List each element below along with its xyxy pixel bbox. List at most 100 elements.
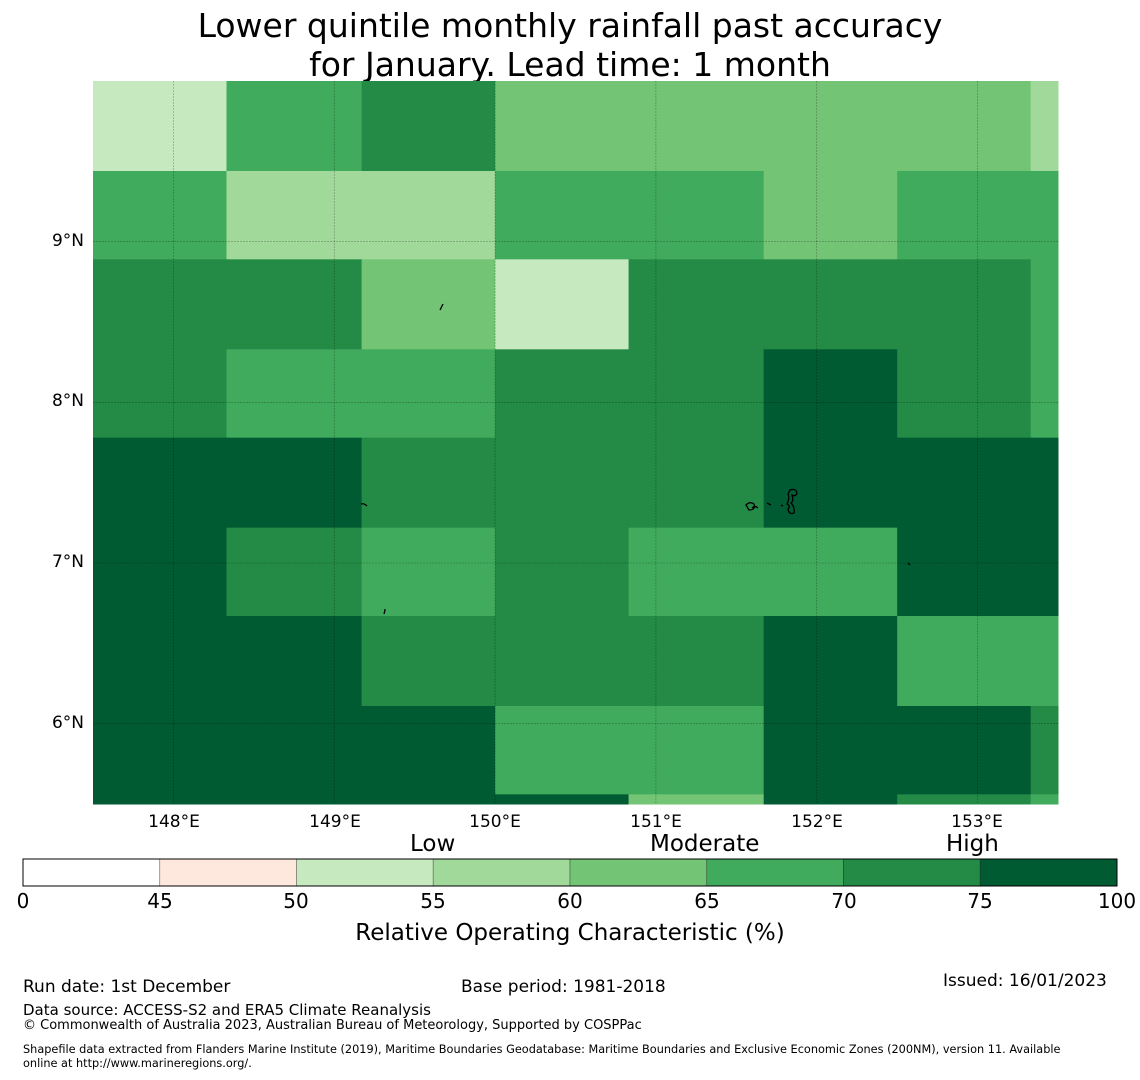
map-grid-cell (495, 259, 630, 350)
data-source: Data source: ACCESS-S2 and ERA5 Climate … (23, 1001, 431, 1019)
map-grid-cell (495, 527, 630, 617)
map-grid-cell (897, 349, 1032, 439)
colorbar-tick-label: 55 (420, 889, 446, 913)
map-grid-cell (93, 259, 227, 350)
map-grid-cell (628, 259, 765, 350)
map-grid-cell (495, 81, 630, 172)
map-grid-cell (1030, 81, 1059, 172)
lon-tick-label: 150°E (469, 812, 521, 832)
colorbar-tick-label: 65 (694, 889, 720, 913)
colorbar-outline (22, 858, 1118, 887)
lon-tick-label: 153°E (951, 812, 1003, 832)
map-grid-cell (1030, 527, 1059, 617)
colorbar-segment (979, 858, 1118, 887)
colorbar-segment (296, 858, 434, 887)
map-grid-cell (763, 705, 898, 795)
map-grid-cell (226, 616, 363, 707)
category-label-low: Low (410, 831, 456, 857)
map-grid-cell (361, 794, 496, 805)
map-grid-cell (361, 81, 496, 172)
issued-date: Issued: 16/01/2023 (943, 971, 1107, 991)
map-grid-cell (93, 705, 227, 795)
map-grid-cell (628, 527, 765, 617)
map-grid-cell (897, 170, 1032, 260)
map-grid-cell (226, 170, 363, 260)
island-outline (439, 303, 444, 311)
map-grid-cell (897, 81, 1032, 172)
lat-tick-label: 7°N (51, 552, 84, 572)
map-grid-cell (628, 170, 765, 260)
island-outline (780, 504, 784, 507)
lon-tick-label: 152°E (791, 812, 843, 832)
map-grid-cell (763, 527, 898, 617)
map-grid-cell (93, 81, 227, 172)
map-grid-cell (628, 81, 765, 172)
map-grid-cell (495, 170, 630, 260)
map-grid-cell (628, 616, 765, 707)
base-period: Base period: 1981-2018 (461, 977, 666, 997)
lat-tick-label: 6°N (51, 713, 84, 733)
map-grid-cell (93, 437, 227, 529)
map-grid-cell (361, 705, 496, 795)
chart-title-line-1: Lower quintile monthly rainfall past acc… (197, 6, 943, 45)
lat-tick-label: 9°N (51, 231, 84, 251)
map-grid-cell (93, 527, 227, 617)
category-label-high: High (946, 831, 999, 857)
map-grid-cell (226, 527, 363, 617)
map-grid-cell (495, 616, 630, 707)
map-grid-cell (361, 616, 496, 707)
lon-tick-label: 148°E (148, 812, 200, 832)
colorbar-tick-label: 0 (16, 889, 30, 913)
map-grid-cell (1030, 616, 1059, 707)
shapefile-credit-line-2: online at http://www.marineregions.org/. (23, 1057, 252, 1070)
map-grid-cell (763, 616, 898, 707)
map-grid-cell (361, 349, 496, 439)
colorbar-tick-label: 60 (557, 889, 583, 913)
map-grid-cell (226, 794, 363, 805)
map-grid-cell (93, 349, 227, 439)
island-outline (383, 608, 386, 615)
map-grid-cell (897, 259, 1032, 350)
colorbar-title: Relative Operating Characteristic (%) (355, 920, 785, 946)
map-grid-cell (763, 170, 898, 260)
map-grid-cell (628, 705, 765, 795)
map-grid-cell (897, 437, 1032, 529)
colorbar-segment (159, 858, 297, 887)
map-grid-cell (226, 349, 363, 439)
map-grid-cell (361, 170, 496, 260)
run-date: Run date: 1st December (23, 977, 231, 997)
category-label-moderate: Moderate (650, 831, 760, 857)
lon-tick-label: 151°E (630, 812, 682, 832)
island-outlines (360, 303, 911, 615)
map-grid-cell (361, 437, 496, 529)
map-grid-cell (763, 349, 898, 439)
lon-tick-label: 149°E (309, 812, 361, 832)
map-grid-cell (897, 527, 1032, 617)
colorbar-segment (432, 858, 571, 887)
map-grid-cell (226, 705, 363, 795)
island-outline (786, 488, 798, 515)
map-grid-cell (361, 259, 496, 350)
map-grid-cell (763, 81, 898, 172)
map-grid-cell (628, 794, 765, 805)
colorbar-tick-label: 100 (1097, 889, 1137, 913)
colorbar-tick-label: 50 (283, 889, 309, 913)
colorbar-segment (22, 858, 161, 887)
island-outline (766, 502, 772, 506)
map-grid-cell (1030, 794, 1059, 805)
map-grid-cell (226, 259, 363, 350)
colorbar (22, 858, 1118, 887)
map-grid-cell (763, 259, 898, 350)
map-grid-cell (628, 349, 765, 439)
colorbar-tick-label: 45 (147, 889, 173, 913)
map-grid-cell (1030, 705, 1059, 795)
lat-tick-label: 8°N (51, 391, 84, 411)
colorbar-tick-label: 70 (831, 889, 857, 913)
map-grid-cell (226, 437, 363, 529)
map-grid-cell (495, 705, 630, 795)
colorbar-tick-label: 75 (967, 889, 993, 913)
map-grid-cell (897, 616, 1032, 707)
map-grid-cell (93, 170, 227, 260)
colorbar-segment (706, 858, 844, 887)
